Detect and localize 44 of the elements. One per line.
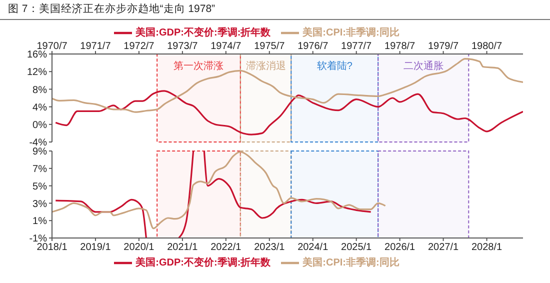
x-tick-label: 1980/7 bbox=[471, 41, 502, 52]
x-tick-label: 2023/1 bbox=[254, 242, 286, 254]
band-label: 滞涨消退 bbox=[246, 60, 286, 72]
x-tick-label: 1976/7 bbox=[298, 41, 329, 52]
x-tick-label: 2022/1 bbox=[210, 242, 242, 254]
legend-label: 美国:GDP:不变价:季调:折年数 bbox=[136, 28, 271, 39]
y-tick-label: 7% bbox=[32, 164, 48, 175]
x-tick-label: 2018/1 bbox=[36, 242, 68, 254]
band-label: 软着陆? bbox=[316, 60, 353, 72]
y-tick-label: 5% bbox=[32, 181, 48, 192]
legend-label: 美国:CPI:非季调:同比 bbox=[302, 258, 400, 269]
y-tick-label: 8% bbox=[32, 84, 48, 96]
x-tick-label: 1970/7 bbox=[36, 41, 68, 52]
x-tick-label: 2025/1 bbox=[341, 242, 372, 254]
x-tick-label: 1974/7 bbox=[210, 41, 242, 52]
x-tick-label: 2019/1 bbox=[80, 242, 112, 254]
x-tick-label: 2021/1 bbox=[167, 242, 198, 254]
x-tick-label: 2020/1 bbox=[124, 242, 155, 254]
x-tick-label: 2026/1 bbox=[384, 242, 416, 254]
line-series bbox=[52, 58, 523, 113]
x-tick-label: 1971/7 bbox=[80, 41, 112, 52]
x-tick-label: 2027/1 bbox=[428, 242, 460, 254]
y-tick-label: -4% bbox=[29, 138, 48, 149]
x-tick-label: 1975/7 bbox=[254, 41, 286, 52]
x-tick-label: 1979/7 bbox=[428, 41, 460, 52]
y-tick-label: 12% bbox=[26, 67, 48, 78]
band-label: 第一次滞涨 bbox=[174, 60, 224, 72]
x-tick-label: 1973/7 bbox=[167, 41, 198, 52]
y-tick-label: 16% bbox=[26, 50, 48, 61]
y-tick-label: 1% bbox=[32, 216, 48, 228]
x-tick-label: 1978/7 bbox=[384, 41, 416, 52]
y-tick-label: 9% bbox=[32, 146, 48, 158]
x-tick-label: 1977/7 bbox=[341, 41, 372, 52]
x-tick-label: 2028/1 bbox=[471, 242, 502, 254]
line-series bbox=[54, 90, 523, 136]
chart-title: 图 7：美国经济正在亦步亦趋地“走向 1978” bbox=[0, 0, 550, 20]
band-label: 二次通胀 bbox=[403, 60, 444, 72]
x-tick-label: 1972/7 bbox=[124, 41, 155, 52]
y-tick-label: 3% bbox=[32, 198, 48, 210]
legend-label: 美国:GDP:不变价:季调:折年数 bbox=[136, 258, 271, 269]
y-tick-label: 0% bbox=[32, 120, 48, 131]
x-tick-label: 2024/1 bbox=[298, 242, 329, 254]
y-tick-label: 4% bbox=[32, 102, 48, 114]
legend-label: 美国:CPI:非季调:同比 bbox=[302, 28, 400, 39]
